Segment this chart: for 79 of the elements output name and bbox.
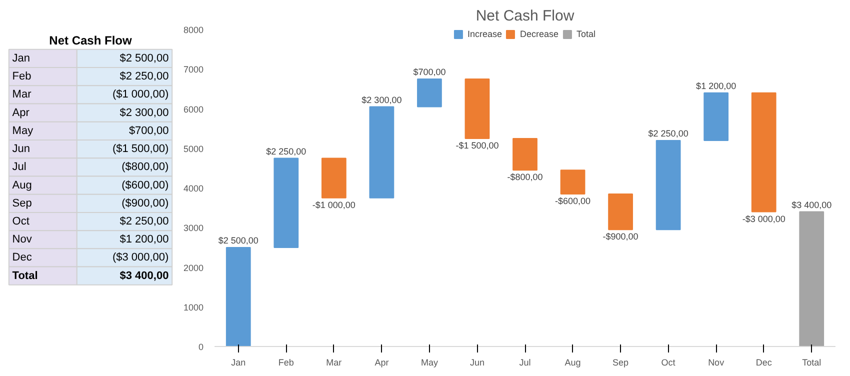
bar [417, 78, 442, 108]
bar [274, 158, 299, 248]
category-label: Jul [12, 161, 26, 174]
data-label: $2 250,00 [648, 128, 688, 138]
category-label: Jan [12, 52, 30, 64]
bar [608, 193, 633, 230]
y-tick-label: 6000 [183, 104, 204, 114]
x-tick-label: Jan [231, 358, 246, 368]
text: $2 250,00 [120, 216, 169, 228]
legend-label: Increase [467, 29, 502, 39]
y-tick-label: 3000 [183, 223, 204, 234]
x-tick-label: Sep [612, 358, 629, 368]
x-tick-label: May [420, 358, 438, 368]
bar [799, 211, 824, 346]
x-tick-label: Aug [564, 358, 581, 368]
data-label: $2 250,00 [266, 146, 306, 156]
data-label: -$3 000,00 [742, 214, 786, 224]
text: ($3 000,00) [112, 252, 169, 264]
category-label: Total [12, 270, 38, 282]
category-label: Jun [12, 143, 30, 156]
bar [321, 158, 346, 198]
bar [369, 106, 394, 198]
data-label: -$1 500,00 [456, 140, 499, 150]
text: ($900,00) [122, 197, 169, 210]
bar [656, 140, 681, 230]
text: $700,00 [128, 124, 169, 137]
category-label: Nov [12, 234, 32, 246]
data-label: $700,00 [413, 67, 446, 78]
y-tick-label: 4000 [183, 184, 204, 194]
category-label: Feb [12, 70, 32, 83]
category-label: May [12, 124, 34, 137]
y-tick-label: 2000 [183, 262, 204, 273]
x-tick-label: Jun [470, 358, 484, 368]
text: ($800,00) [122, 161, 169, 174]
text: $2 500,00 [120, 52, 169, 64]
data-label: -$1 000,00 [312, 200, 356, 210]
y-tick-label: 5000 [183, 144, 204, 154]
category-label: Mar [12, 88, 32, 101]
data-label: $2 500,00 [218, 235, 258, 246]
y-tick-label: 8000 [183, 25, 204, 35]
x-tick-label: Mar [326, 358, 342, 368]
text: $2 250,00 [120, 70, 169, 83]
category-label: Dec [12, 252, 32, 264]
bar [512, 138, 538, 171]
legend-label: Total [576, 29, 597, 39]
data-label: -$900,00 [602, 232, 638, 242]
category-label: Aug [12, 179, 32, 192]
y-tick-label: 0 [198, 342, 204, 352]
x-tick-label: Dec [756, 358, 772, 368]
x-tick-label: Total [802, 358, 822, 368]
x-tick-label: Oct [661, 358, 676, 368]
bar [226, 246, 251, 346]
x-tick-label: Feb [278, 358, 294, 368]
text: ($1 500,00) [112, 143, 169, 156]
x-tick-label: Nov [708, 358, 725, 368]
bar [751, 92, 776, 212]
text: ($1 000,00) [112, 88, 169, 101]
y-tick-label: 1000 [183, 302, 204, 312]
data-label: -$600,00 [555, 196, 591, 206]
legend-label: Decrease [520, 29, 559, 39]
bar [464, 78, 490, 139]
text: ($600,00) [122, 179, 169, 192]
data-label: $1 200,00 [696, 80, 736, 91]
bar [560, 170, 586, 194]
data-label: -$800,00 [507, 172, 543, 182]
data-label: $3 400,00 [792, 200, 832, 210]
chart-title: Net Cash Flow [476, 8, 574, 24]
bar [704, 92, 729, 141]
text: $2 300,00 [120, 106, 169, 119]
text: $3 400,00 [120, 270, 169, 282]
y-tick-label: 7000 [183, 64, 204, 75]
x-tick-label: Jul [519, 358, 531, 368]
text: Net Cash Flow [49, 33, 133, 48]
category-label: Oct [12, 216, 30, 228]
category-label: Apr [12, 106, 30, 119]
text: $1 200,00 [120, 234, 169, 246]
data-label: $2 300,00 [362, 94, 402, 105]
x-tick-label: Apr [374, 358, 389, 368]
category-label: Sep [12, 197, 32, 210]
